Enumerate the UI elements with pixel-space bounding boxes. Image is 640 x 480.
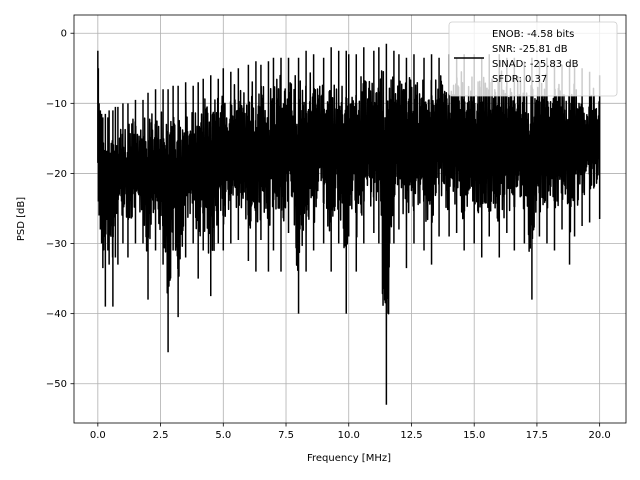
y-tick-label: 0 <box>61 29 67 40</box>
legend-entry: ENOB: -4.58 bits SNR: -25.81 dB SINAD: -25… <box>492 29 579 85</box>
legend: ENOB: -4.58 bits SNR: -25.81 dB SINAD: -25… <box>448 21 618 97</box>
y-axis-ticks: 0 −10 −20 −30 −40 −50 <box>46 29 74 390</box>
psd-series-line <box>97 43 601 405</box>
legend-line-text: SINAD: -25.83 dB <box>492 59 579 70</box>
x-tick-label: 15.0 <box>463 430 485 441</box>
series-group <box>97 43 601 405</box>
x-tick-label: 0.0 <box>90 430 106 441</box>
y-axis-label: PSD [dB] <box>16 197 27 241</box>
legend-line-text: ENOB: -4.58 bits <box>492 29 574 40</box>
legend-line-text: SFDR: 0.37 <box>492 74 547 85</box>
legend-line-text: SNR: -25.81 dB <box>492 44 568 55</box>
plot-frame <box>73 14 627 424</box>
x-tick-label: 20.0 <box>589 430 611 441</box>
x-axis-label: Frequency [MHz] <box>307 453 391 464</box>
x-axis-ticks: 0.0 2.5 5.0 7.5 10.0 12.5 15.0 17.5 20.0 <box>90 423 611 441</box>
legend-box <box>448 21 618 97</box>
y-tick-label: −30 <box>46 239 67 250</box>
x-tick-label: 7.5 <box>278 430 294 441</box>
x-tick-label: 2.5 <box>153 430 169 441</box>
x-tick-label: 5.0 <box>215 430 231 441</box>
y-tick-label: −20 <box>46 169 67 180</box>
y-tick-label: −40 <box>46 309 67 320</box>
x-tick-label: 12.5 <box>400 430 422 441</box>
x-tick-label: 17.5 <box>526 430 548 441</box>
y-tick-label: −10 <box>46 99 67 110</box>
y-tick-label: −50 <box>46 379 67 390</box>
x-tick-label: 10.0 <box>338 430 360 441</box>
